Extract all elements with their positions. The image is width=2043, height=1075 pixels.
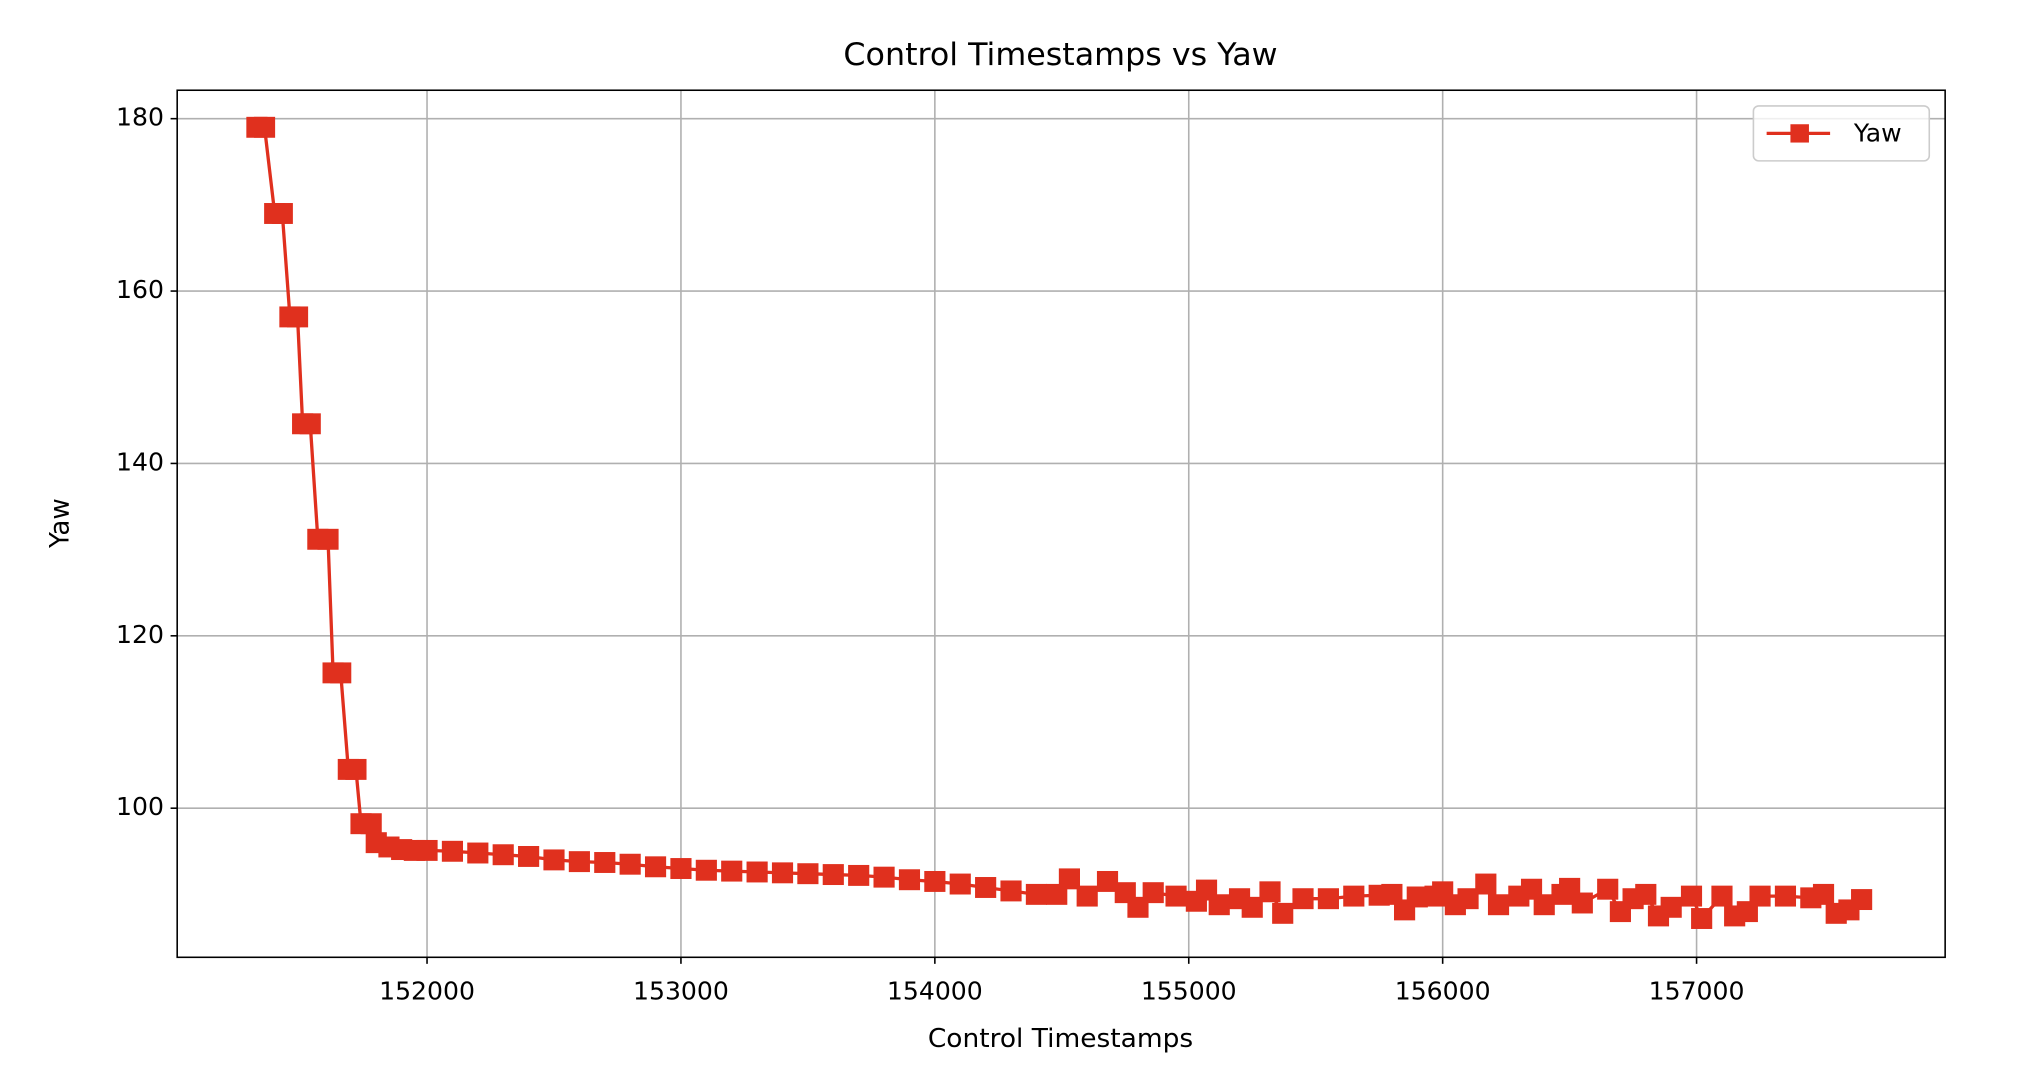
x-tick-label: 156000 [1395, 977, 1491, 1006]
data-point [1774, 885, 1797, 907]
data-point [1660, 896, 1682, 918]
data-point [543, 849, 565, 871]
legend-frame [1752, 105, 1931, 162]
data-point [848, 864, 870, 886]
data-point [1025, 883, 1047, 905]
data-point [518, 845, 540, 867]
y-tick-label: 180 [116, 103, 164, 132]
data-point [416, 839, 438, 861]
legend-marker [1790, 124, 1809, 143]
data-point [1165, 885, 1187, 907]
data-point [1058, 868, 1081, 890]
data-point [1533, 894, 1555, 916]
data-point [253, 116, 276, 138]
data-point [441, 840, 464, 862]
data-point [1241, 896, 1263, 918]
data-point [286, 306, 309, 328]
data-point [670, 858, 692, 879]
data-point [1571, 892, 1593, 914]
y-tick-label: 120 [116, 620, 164, 649]
data-point [1208, 894, 1230, 916]
data-point [1292, 888, 1314, 910]
x-tick-label: 155000 [1141, 977, 1237, 1006]
data-point [873, 866, 895, 888]
data-point [1343, 885, 1365, 907]
data-point [644, 856, 667, 878]
y-axis-label: Yaw [45, 498, 75, 549]
data-line [256, 125, 1863, 922]
data-point [1851, 889, 1873, 911]
data-point [898, 869, 921, 891]
data-point [345, 758, 367, 780]
plot-frame [176, 89, 1946, 959]
data-point [467, 842, 489, 864]
x-tick-label: 154000 [887, 977, 983, 1006]
data-point [619, 853, 641, 875]
data-point [695, 859, 717, 881]
legend-label: Yaw [1853, 119, 1902, 148]
data-point [271, 203, 293, 224]
data-point [1475, 873, 1497, 895]
data-point [1142, 882, 1164, 904]
data-point [949, 873, 971, 895]
data-point [975, 877, 997, 898]
x-tick-label: 157000 [1649, 977, 1745, 1006]
data-point [1096, 870, 1119, 892]
data-point [721, 860, 743, 882]
data-point [1076, 885, 1098, 907]
data-point [1680, 885, 1703, 907]
data-point [1812, 883, 1835, 905]
data-point [1487, 894, 1510, 916]
data-point [1000, 880, 1022, 902]
x-tick-label: 153000 [633, 977, 729, 1006]
legend: Yaw [1752, 105, 1931, 162]
data-point [317, 528, 339, 550]
y-tick-label: 100 [116, 792, 164, 821]
x-axis-label: Control Timestamps [928, 1024, 1193, 1054]
data-point [360, 813, 382, 835]
data-point [568, 851, 590, 873]
data-point [822, 864, 844, 886]
data-point [1272, 902, 1294, 924]
data-point [1691, 908, 1713, 929]
data-point [771, 862, 794, 884]
data-point [1457, 888, 1479, 910]
chart-title: Control Timestamps vs Yaw [843, 37, 1277, 73]
data-point [746, 861, 768, 883]
data-point [924, 870, 946, 892]
x-tick-label: 152000 [379, 977, 475, 1006]
y-tick-label: 160 [116, 275, 164, 304]
data-point [1711, 885, 1733, 907]
data-point [1749, 885, 1771, 907]
data-point [1259, 881, 1281, 903]
data-point [1597, 878, 1619, 900]
data-point [797, 863, 819, 885]
data-point [492, 844, 514, 866]
data-point [299, 413, 321, 435]
data-point [1317, 888, 1339, 910]
data-point [330, 662, 352, 684]
y-tick-label: 140 [116, 448, 164, 477]
data-point [1635, 883, 1657, 905]
data-point [594, 852, 616, 873]
data-point [1406, 886, 1428, 908]
